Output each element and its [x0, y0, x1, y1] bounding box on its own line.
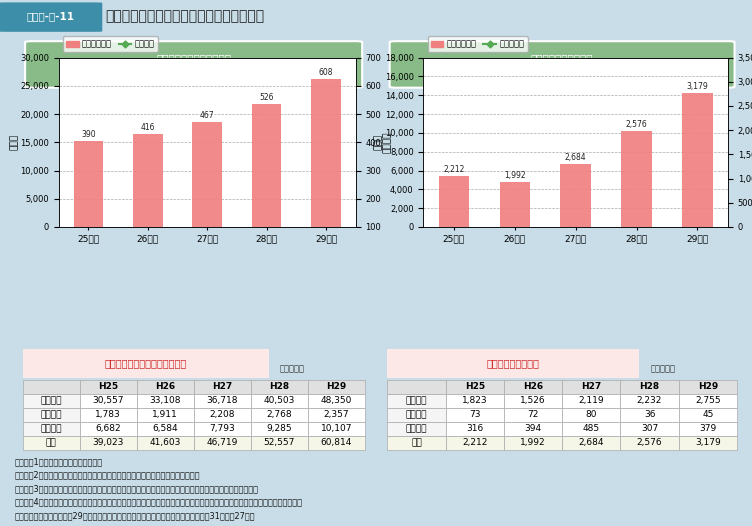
Text: （注）　1．国公私立の大学等を対象。: （注） 1．国公私立の大学等を対象。: [15, 457, 103, 466]
Legend: 研究費受入額, 実施件数: 研究費受入額, 実施件数: [63, 36, 158, 52]
Text: 図表２-７-11: 図表２-７-11: [26, 12, 74, 22]
Text: （出典）文部科学省「平成29年度大学等における産学連携等実施状況について」（平成31年２月27日）: （出典）文部科学省「平成29年度大学等における産学連携等実施状況について」（平成…: [15, 511, 256, 520]
Bar: [682, 93, 713, 227]
Bar: [74, 141, 103, 227]
Text: 526: 526: [259, 93, 274, 102]
Text: 2,212: 2,212: [443, 165, 465, 174]
Text: 390: 390: [81, 130, 96, 139]
Legend: 実施等収入額, 実施等件数: 実施等収入額, 実施等件数: [428, 36, 528, 52]
Text: 3,179: 3,179: [687, 83, 708, 92]
Text: 608: 608: [319, 68, 333, 77]
Text: 2,576: 2,576: [626, 120, 647, 129]
Text: 民間企業との共同研究費受入額: 民間企業との共同研究費受入額: [105, 359, 186, 369]
Text: 416: 416: [141, 123, 155, 133]
Y-axis label: （件）: （件）: [10, 134, 19, 150]
FancyBboxPatch shape: [11, 348, 281, 379]
Text: 3．特許実施等件数は，実施許諾又は譲渡した特許権（「受ける権利」の段階のものも含む）を指す。: 3．特許実施等件数は，実施許諾又は譲渡した特許権（「受ける権利」の段階のものも含…: [15, 484, 259, 493]
Bar: [252, 104, 281, 227]
Bar: [311, 79, 341, 227]
Bar: [621, 131, 652, 227]
FancyBboxPatch shape: [0, 3, 102, 32]
Text: 民間企業との共同研究実施
件数及び研究費受入額: 民間企業との共同研究実施 件数及び研究費受入額: [156, 53, 231, 76]
FancyBboxPatch shape: [374, 348, 652, 379]
Text: 特許権実施等収入額: 特許権実施等収入額: [487, 359, 540, 369]
Text: 4．百万円未満の金額は四捨五入しているため「総計」と「国公私立の大学等の小計の合計」は，一致しない場合がある。: 4．百万円未満の金額は四捨五入しているため「総計」と「国公私立の大学等の小計の合…: [15, 498, 303, 507]
Text: （百万円）: （百万円）: [650, 365, 675, 374]
Bar: [133, 134, 162, 227]
Bar: [499, 182, 530, 227]
Text: （百万円）: （百万円）: [280, 365, 305, 374]
FancyBboxPatch shape: [390, 41, 735, 88]
Text: 2．大学等とは大学，短期大学，高等専門学校，大学共同利用機関を指す。: 2．大学等とは大学，短期大学，高等専門学校，大学共同利用機関を指す。: [15, 471, 200, 480]
Text: 467: 467: [200, 111, 214, 120]
Text: 特許権実施等件数及び
実施等収入額: 特許権実施等件数及び 実施等収入額: [531, 53, 593, 76]
FancyBboxPatch shape: [25, 41, 362, 88]
Y-axis label: （億円）: （億円）: [383, 132, 392, 153]
Bar: [193, 122, 222, 227]
Y-axis label: （件）: （件）: [374, 134, 384, 150]
Text: 1,992: 1,992: [504, 171, 526, 180]
Text: 大学等における共同研究実施件数等の推移: 大学等における共同研究実施件数等の推移: [105, 9, 265, 24]
Bar: [560, 164, 591, 227]
Text: 2,684: 2,684: [565, 153, 587, 162]
Bar: [438, 176, 469, 227]
